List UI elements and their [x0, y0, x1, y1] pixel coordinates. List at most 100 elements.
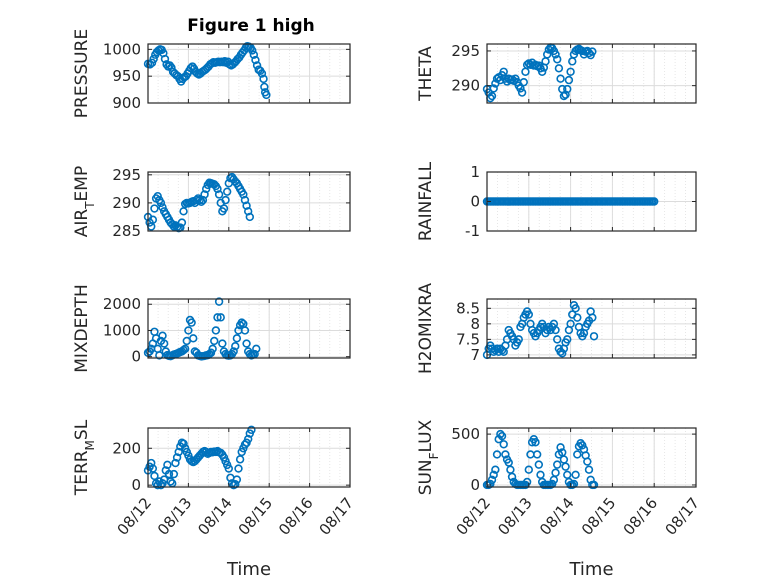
data-point [252, 344, 261, 354]
y-tick-label: 295 [112, 166, 141, 184]
data-point [179, 439, 188, 448]
data-point [497, 431, 507, 441]
subplot-row2-right: -1 0 1 RAINFALL [416, 161, 697, 241]
data-point [210, 336, 219, 346]
y-tick-label: 500 [451, 425, 480, 443]
data-point [166, 477, 175, 486]
y-tick-label: 7.5 [456, 330, 480, 348]
y-axis-label-subscript: F [427, 452, 441, 459]
data-point [588, 313, 597, 322]
y-tick-label: -1 [465, 222, 480, 240]
subplot-row2-left: 285 290 295 AIRTEMP [72, 166, 351, 240]
data-point [232, 475, 242, 484]
y-axis-label-part: SUN [416, 459, 436, 495]
data-point [589, 480, 599, 490]
y-tick-label: 8.5 [456, 299, 480, 317]
data-point [208, 344, 217, 354]
data-point [522, 477, 532, 487]
y-tick-label: 0 [131, 348, 141, 366]
data-point [524, 310, 533, 319]
data-point [240, 326, 250, 335]
data-point [561, 462, 570, 471]
data-point [149, 54, 158, 64]
data-point [573, 450, 582, 459]
data-point [158, 331, 167, 340]
data-point [519, 77, 528, 87]
y-axis-label-part: AIR [72, 209, 92, 238]
subplot-row3-right: 77.588.5 H2OMIXRA [416, 283, 697, 374]
data-point [566, 319, 575, 329]
data-point [184, 326, 193, 335]
data-point [235, 455, 245, 464]
y-tick-label: 285 [112, 222, 141, 240]
data-point [542, 50, 552, 59]
y-tick-label: 290 [451, 77, 480, 95]
data-point [514, 335, 523, 344]
data-point [222, 187, 232, 196]
x-axis-label: Time [226, 559, 271, 580]
data-point [224, 464, 234, 473]
data-point [195, 195, 204, 205]
data-point [551, 325, 560, 335]
y-tick-label: 8 [470, 315, 480, 333]
data-point [551, 50, 560, 59]
data-point [150, 471, 159, 481]
data-point [179, 345, 188, 355]
y-tick-label: 200 [112, 439, 141, 457]
data-point [584, 465, 594, 474]
data-point [576, 439, 585, 448]
y-axis-label: MIXDEPTH [72, 284, 92, 373]
data-point [164, 469, 174, 479]
y-axis-label: SUNFLUX [416, 419, 441, 495]
data-point [171, 458, 180, 468]
data-point [571, 304, 580, 313]
y-axis-label-part: TERR [72, 450, 92, 496]
data-point [556, 74, 565, 83]
data-point [180, 344, 190, 354]
y-axis-label: THETA [416, 46, 436, 102]
data-point [174, 447, 183, 457]
data-point [551, 468, 560, 477]
data-point [489, 470, 498, 479]
y-axis-label: RAINFALL [416, 161, 436, 241]
y-tick-label: 0 [131, 476, 141, 494]
data-point [242, 339, 251, 348]
axes-box [147, 43, 351, 104]
y-axis-label: AIRTEMP [72, 166, 97, 237]
data-point [553, 460, 562, 469]
data-point [234, 464, 243, 473]
data-point [158, 203, 167, 212]
data-point [237, 318, 246, 327]
y-tick-label: 2000 [103, 295, 141, 313]
data-point [177, 218, 187, 227]
y-tick-label: 0 [470, 476, 480, 494]
data-point [179, 207, 188, 216]
data-point [159, 339, 169, 348]
data-point [172, 453, 182, 462]
data-point [153, 191, 162, 201]
data-point [534, 460, 544, 469]
data-point [566, 67, 575, 76]
data-point [160, 54, 170, 64]
axes-box [486, 43, 697, 104]
data-point [201, 184, 211, 194]
y-tick-label: 1 [470, 163, 480, 181]
data-point [553, 335, 562, 344]
y-axis-label: TERRMSL [72, 419, 97, 496]
data-point [487, 91, 497, 101]
y-tick-label: 1000 [103, 40, 141, 58]
y-tick-label: 7 [470, 346, 480, 364]
y-axis-label-subscript: T [83, 201, 97, 210]
subplot-row3-left: 0 1000 2000 MIXDEPTH [72, 284, 351, 373]
data-point [155, 351, 164, 360]
y-tick-label: 950 [112, 67, 141, 85]
data-point [197, 197, 206, 206]
data-point [554, 64, 564, 73]
data-point [216, 313, 225, 322]
data-point [588, 47, 597, 56]
axes-box [147, 427, 351, 488]
data-point [556, 443, 565, 452]
data-point [150, 204, 159, 213]
figure-title: Figure 1 high [187, 16, 315, 36]
